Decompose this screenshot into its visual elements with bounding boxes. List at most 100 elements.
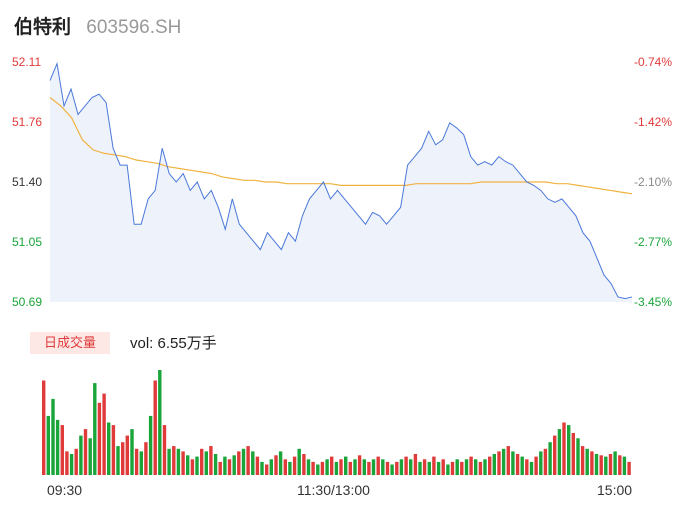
- volume-bar: [200, 448, 204, 476]
- volume-bar: [422, 459, 427, 476]
- volume-bar: [608, 454, 613, 475]
- volume-bar: [567, 425, 571, 475]
- volume-bar: [562, 422, 566, 475]
- volume-bar: [580, 446, 585, 475]
- volume-bar: [316, 464, 320, 475]
- volume-bar: [404, 456, 408, 475]
- volume-bar: [576, 438, 580, 476]
- volume-bar: [339, 459, 343, 476]
- volume-bar: [246, 446, 250, 475]
- volume-tag: 日成交量: [30, 332, 110, 354]
- y-right-tick: -1.42%: [633, 115, 672, 129]
- stock-code: 603596.SH: [86, 17, 182, 38]
- volume-bar: [353, 459, 357, 476]
- volume-bar: [334, 461, 339, 475]
- y-left-tick: 51.40: [12, 175, 43, 189]
- volume-bar: [125, 435, 129, 475]
- volume-bar: [571, 433, 575, 475]
- volume-bar: [599, 455, 603, 475]
- volume-bar: [325, 459, 329, 476]
- volume-bar: [395, 461, 399, 475]
- volume-bar: [292, 456, 297, 475]
- volume-bar: [134, 448, 139, 476]
- volume-bar: [65, 451, 69, 475]
- volume-bar: [330, 456, 334, 475]
- volume-bar: [622, 456, 627, 475]
- volume-bar: [213, 454, 218, 475]
- volume-bar: [455, 459, 459, 476]
- volume-bar: [548, 442, 552, 475]
- volume-bar: [585, 448, 589, 476]
- stock-name: 伯特利: [14, 17, 72, 38]
- volume-bar: [181, 451, 185, 475]
- volume-bar: [367, 461, 371, 475]
- volume-bar: [51, 398, 55, 475]
- volume-bar: [46, 415, 50, 475]
- volume-bar: [492, 454, 496, 475]
- volume-bar: [204, 451, 208, 475]
- volume-bar: [390, 464, 394, 475]
- volume-bar: [520, 456, 524, 475]
- volume-bar: [241, 448, 246, 476]
- volume-bar: [297, 448, 301, 476]
- volume-bar: [409, 459, 413, 476]
- volume-bar: [381, 459, 385, 476]
- volume-bar: [237, 451, 241, 475]
- volume-bar: [186, 455, 190, 475]
- volume-bar: [371, 459, 376, 476]
- volume-bar: [446, 464, 450, 475]
- volume-bar: [413, 454, 418, 475]
- volume-bar: [534, 456, 538, 475]
- volume-bar: [418, 461, 422, 475]
- volume-bar: [265, 464, 269, 475]
- volume-bar: [483, 459, 487, 476]
- volume-bar: [176, 448, 181, 476]
- volume-bar: [543, 448, 548, 476]
- y-right-tick: -2.77%: [633, 235, 672, 249]
- volume-bar: [344, 456, 348, 475]
- volume-bar: [139, 451, 143, 475]
- volume-bar: [553, 435, 557, 475]
- volume-bar: [79, 435, 83, 475]
- volume-bar: [427, 461, 431, 475]
- volume-bar: [432, 456, 436, 475]
- volume-bar: [320, 461, 325, 475]
- volume-bar: [618, 455, 622, 475]
- volume-bar: [450, 461, 455, 475]
- volume-bar: [93, 383, 97, 475]
- volume-bar: [497, 451, 501, 475]
- volume-bar: [162, 425, 167, 475]
- volume-bar: [74, 448, 78, 476]
- volume-bar: [469, 456, 473, 475]
- volume-bar: [283, 459, 287, 476]
- price-area: [50, 63, 632, 303]
- x-tick-open: 09:30: [47, 482, 83, 498]
- volume-bar: [525, 459, 529, 476]
- y-left-tick: 51.05: [12, 235, 43, 249]
- volume-bar: [464, 459, 469, 476]
- volume-bar: [436, 461, 441, 475]
- volume-bar: [385, 461, 390, 475]
- volume-bar: [102, 393, 106, 475]
- volume-bar: [209, 446, 213, 475]
- y-left-tick: 52.11: [12, 55, 42, 69]
- volume-bar: [190, 459, 195, 476]
- volume-bar: [153, 380, 157, 475]
- volume-bar: [515, 454, 520, 475]
- volume-bar: [474, 459, 478, 476]
- volume-bar: [348, 461, 352, 475]
- volume-bar: [362, 459, 366, 476]
- volume-bar: [130, 429, 134, 475]
- volume-bar: [144, 442, 148, 475]
- volume-bar: [260, 461, 264, 475]
- volume-bar: [501, 448, 506, 476]
- volume-bar: [511, 451, 515, 475]
- volume-bar: [218, 461, 222, 475]
- volume-bar: [111, 425, 116, 475]
- volume-bar: [42, 380, 46, 475]
- volume-bar: [613, 451, 617, 475]
- volume-bar: [107, 422, 111, 475]
- volume-bar: [376, 456, 380, 475]
- volume-bar: [97, 402, 102, 475]
